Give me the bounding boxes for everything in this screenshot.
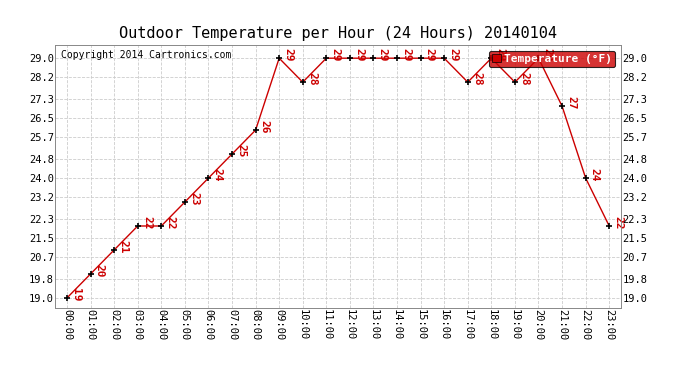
Text: 25: 25 [236,144,246,158]
Text: 22: 22 [613,216,623,229]
Text: 29: 29 [495,48,506,62]
Text: 29: 29 [331,48,340,62]
Text: 29: 29 [377,48,388,62]
Text: 26: 26 [259,120,270,134]
Text: 29: 29 [284,48,293,62]
Title: Outdoor Temperature per Hour (24 Hours) 20140104: Outdoor Temperature per Hour (24 Hours) … [119,26,557,41]
Text: 29: 29 [542,48,553,62]
Text: Copyright 2014 Cartronics.com: Copyright 2014 Cartronics.com [61,50,231,60]
Text: 28: 28 [472,72,482,86]
Text: 23: 23 [189,192,199,206]
Text: 24: 24 [590,168,600,182]
Text: 19: 19 [71,288,81,301]
Text: 27: 27 [566,96,576,109]
Text: 28: 28 [519,72,529,86]
Text: 21: 21 [118,240,128,254]
Text: 29: 29 [401,48,411,62]
Text: 29: 29 [354,48,364,62]
Text: 29: 29 [448,48,458,62]
Text: 22: 22 [166,216,175,229]
Text: 28: 28 [307,72,317,86]
Legend: Temperature (°F): Temperature (°F) [489,51,615,68]
Text: 22: 22 [142,216,152,229]
Text: 20: 20 [95,264,105,278]
Text: 24: 24 [213,168,223,182]
Text: 29: 29 [425,48,435,62]
